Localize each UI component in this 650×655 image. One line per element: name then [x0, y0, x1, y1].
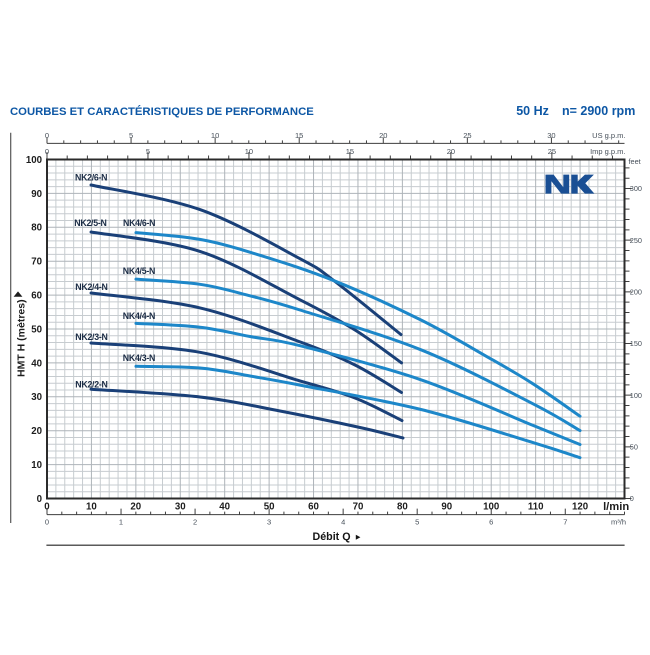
svg-text:120: 120 [572, 502, 588, 513]
svg-text:NK4/3-N: NK4/3-N [123, 353, 155, 363]
svg-text:70: 70 [353, 502, 364, 513]
svg-text:80: 80 [31, 223, 42, 234]
svg-text:1: 1 [119, 517, 123, 526]
svg-text:10: 10 [211, 131, 219, 140]
svg-text:0: 0 [45, 517, 49, 526]
svg-text:60: 60 [31, 291, 42, 302]
svg-text:6: 6 [489, 517, 493, 526]
svg-text:300: 300 [630, 184, 642, 193]
svg-text:20: 20 [379, 131, 387, 140]
svg-text:110: 110 [528, 502, 544, 513]
svg-text:90: 90 [31, 189, 42, 200]
svg-text:l/min: l/min [603, 501, 629, 513]
svg-text:30: 30 [547, 131, 555, 140]
svg-text:COURBES ET CARACTÉRISTIQUES DE: COURBES ET CARACTÉRISTIQUES DE PERFORMAN… [10, 105, 314, 118]
svg-text:5: 5 [146, 147, 150, 156]
svg-text:HMT H (mètres): HMT H (mètres) [16, 299, 28, 377]
svg-text:90: 90 [441, 502, 452, 513]
svg-text:feet: feet [629, 157, 641, 166]
svg-text:10: 10 [31, 460, 42, 471]
svg-text:40: 40 [219, 502, 230, 513]
svg-text:50: 50 [31, 324, 42, 335]
svg-text:Débit Q: Débit Q [313, 531, 351, 543]
svg-text:100: 100 [483, 502, 499, 513]
svg-text:0: 0 [45, 147, 49, 156]
svg-text:m³/h: m³/h [611, 517, 626, 526]
svg-text:NK2/6-N: NK2/6-N [75, 172, 107, 182]
svg-text:50: 50 [264, 502, 275, 513]
svg-text:50: 50 [630, 442, 638, 451]
svg-text:15: 15 [346, 147, 354, 156]
svg-text:3: 3 [267, 517, 271, 526]
svg-text:15: 15 [295, 131, 303, 140]
svg-text:10: 10 [245, 147, 253, 156]
svg-text:US g.p.m.: US g.p.m. [592, 131, 625, 140]
svg-text:0: 0 [630, 494, 634, 503]
svg-text:NK2/5-N: NK2/5-N [74, 218, 106, 228]
svg-text:NK2/2-N: NK2/2-N [75, 380, 107, 390]
svg-text:7: 7 [563, 517, 567, 526]
svg-text:50 Hz: 50 Hz [516, 104, 549, 118]
svg-text:NK4/4-N: NK4/4-N [123, 311, 155, 321]
svg-text:150: 150 [630, 339, 642, 348]
svg-text:30: 30 [175, 502, 186, 513]
svg-text:20: 20 [130, 502, 141, 513]
svg-text:NK4/6-N: NK4/6-N [123, 218, 155, 228]
svg-text:0: 0 [44, 502, 49, 513]
svg-text:20: 20 [31, 426, 42, 437]
svg-text:200: 200 [630, 287, 642, 296]
svg-text:250: 250 [630, 236, 642, 245]
svg-text:0: 0 [45, 131, 49, 140]
svg-text:100: 100 [26, 155, 42, 166]
svg-text:80: 80 [397, 502, 408, 513]
svg-text:10: 10 [86, 502, 97, 513]
svg-text:40: 40 [31, 358, 42, 369]
svg-text:20: 20 [447, 147, 455, 156]
svg-text:Imp g.p.m.: Imp g.p.m. [590, 147, 625, 156]
svg-text:0: 0 [37, 494, 42, 505]
svg-text:2: 2 [193, 517, 197, 526]
svg-text:5: 5 [415, 517, 419, 526]
svg-text:4: 4 [341, 517, 345, 526]
svg-text:25: 25 [463, 131, 471, 140]
svg-text:30: 30 [31, 392, 42, 403]
svg-text:70: 70 [31, 257, 42, 268]
svg-text:NK2/3-N: NK2/3-N [75, 332, 107, 342]
svg-text:NK4/5-N: NK4/5-N [123, 266, 155, 276]
svg-text:100: 100 [630, 391, 642, 400]
svg-text:5: 5 [129, 131, 133, 140]
svg-text:25: 25 [548, 147, 556, 156]
svg-text:NK2/4-N: NK2/4-N [75, 282, 107, 292]
svg-text:n= 2900 rpm: n= 2900 rpm [562, 104, 635, 118]
svg-text:60: 60 [308, 502, 319, 513]
